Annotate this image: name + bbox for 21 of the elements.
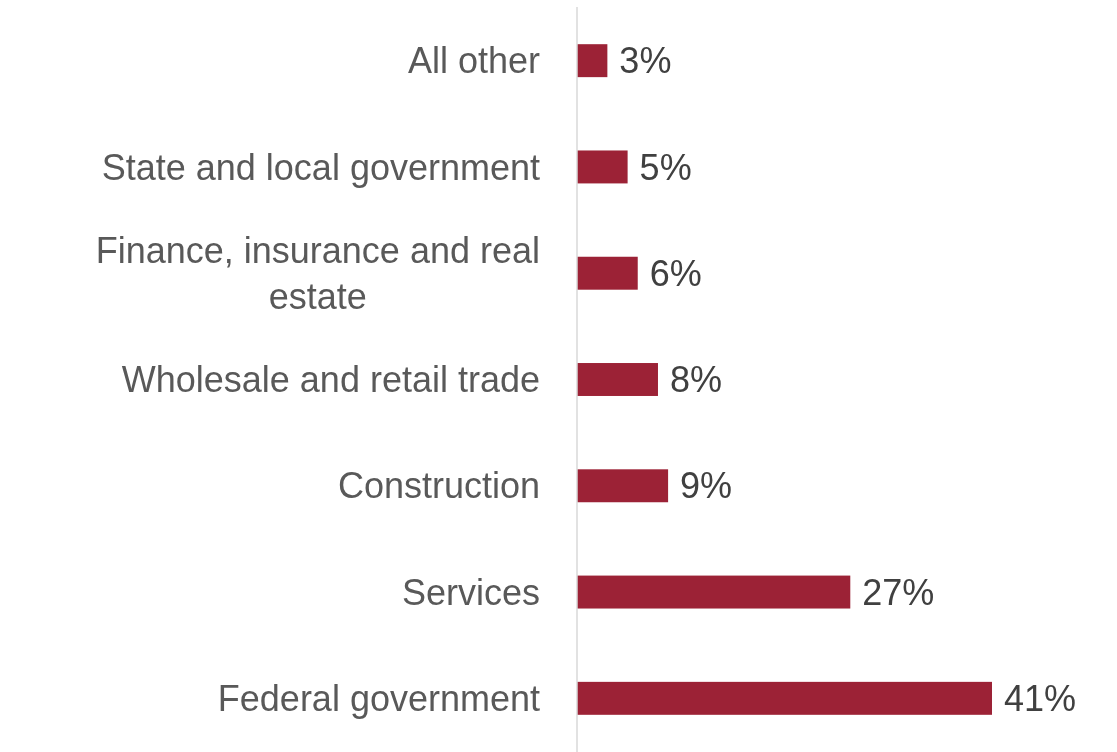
y-tick-label: Finance, insurance and real estate [95,229,540,317]
bar [577,575,851,609]
y-tick-label: Federal government [217,677,540,719]
data-label: 27% [862,571,935,613]
y-tick-label: State and local government [101,146,540,188]
data-label: 41% [1004,677,1077,719]
bar [577,44,608,78]
bar [577,256,638,290]
bar [577,681,992,715]
y-tick-label: Services [401,571,540,613]
data-label: 6% [649,252,702,294]
y-tick-label: Wholesale and retail trade [121,359,540,401]
data-label: 5% [639,146,692,188]
y-tick-label: All other [407,40,540,82]
y-tick-label: Construction [337,465,540,507]
data-label: 8% [669,359,723,401]
data-label: 3% [619,40,672,82]
bar [577,469,669,503]
bar [577,363,658,396]
bar [577,150,628,184]
data-label: 9% [680,465,733,507]
